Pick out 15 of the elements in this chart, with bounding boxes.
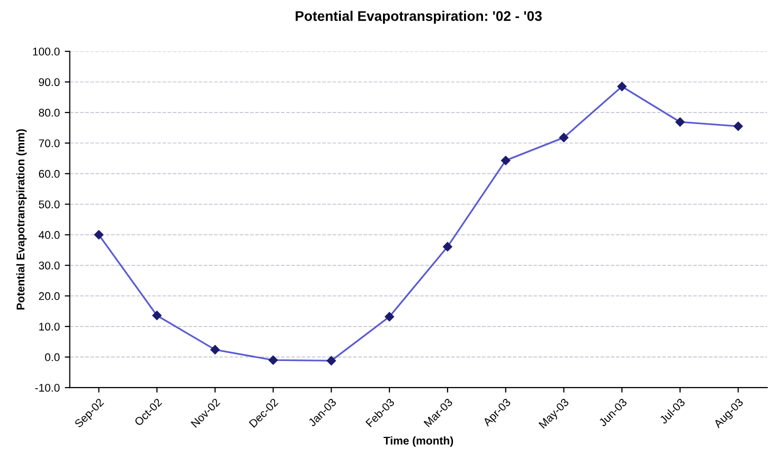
y-tick-label: 80.0 — [38, 108, 60, 117]
x-axis-title: Time (month) — [384, 436, 454, 447]
y-tick-label: 40.0 — [38, 231, 60, 239]
y-tick-label: 50.0 — [38, 200, 60, 208]
y-tick-label: 90.0 — [38, 78, 60, 86]
y-tick-label: 100.0 — [33, 48, 60, 56]
y-tick-label: -10.0 — [35, 384, 60, 392]
chart-title: Potential Evapotranspiration: '02 - '03 — [296, 10, 542, 24]
y-tick-label: 60.0 — [38, 170, 60, 178]
y-tick-label: 0.0 — [45, 353, 60, 362]
y-axis-title: Potential Evapotranspiration (mm) — [16, 129, 27, 310]
y-tick-label: 10.0 — [39, 322, 60, 331]
y-tick-label: 20.0 — [38, 292, 60, 300]
y-tick-label: 30.0 — [38, 262, 60, 270]
y-tick-label: 70.0 — [38, 139, 60, 148]
